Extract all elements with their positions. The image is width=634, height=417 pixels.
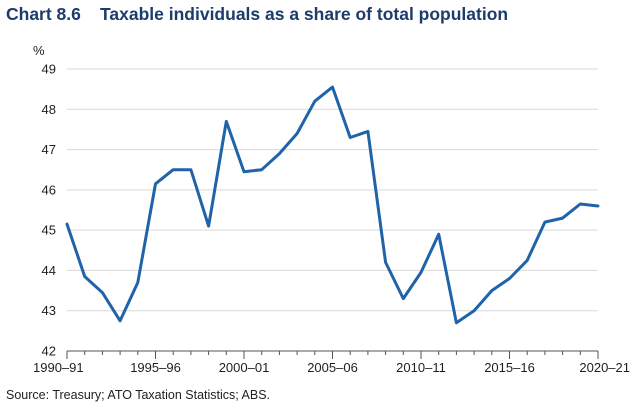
- series-layer: [65, 85, 600, 325]
- x-tick-label: 2010–11: [396, 360, 446, 375]
- x-tick-label: 2000–01: [219, 360, 270, 375]
- y-tick-label: 49: [42, 62, 56, 77]
- chart-title-text: Taxable individuals as a share of total …: [100, 4, 509, 24]
- gridlines: [67, 68, 598, 312]
- x-tick-label: 2015–16: [484, 360, 535, 375]
- y-tick-label: 48: [42, 102, 56, 117]
- chart-title: Chart 8.6 Taxable individuals as a share …: [6, 4, 508, 25]
- x-axis: 1990–91 1995–96 2000–01 2005–06 2010–11 2015–…: [33, 350, 630, 375]
- y-tick-label: 44: [42, 263, 56, 278]
- x-tick-label: 1995–96: [130, 360, 181, 375]
- y-tick-label: 43: [42, 303, 56, 318]
- x-tick-label: 2005–06: [307, 360, 358, 375]
- chart-number: Chart 8.6: [6, 4, 81, 24]
- series-line-0: [65, 85, 600, 325]
- source-note: Source: Treasury; ATO Taxation Statistic…: [6, 388, 271, 402]
- y-tick-label: 46: [42, 182, 56, 197]
- y-axis-ticks: 42 43 44 45 46 47 48 49: [42, 62, 56, 359]
- y-tick-label: 45: [42, 223, 56, 238]
- y-tick-label: 42: [42, 344, 56, 359]
- y-tick-label: 47: [42, 142, 56, 157]
- x-tick-label: 1990–91: [33, 360, 84, 375]
- y-axis-unit-label: %: [33, 43, 45, 58]
- x-tick-label: 2020–21: [579, 360, 630, 375]
